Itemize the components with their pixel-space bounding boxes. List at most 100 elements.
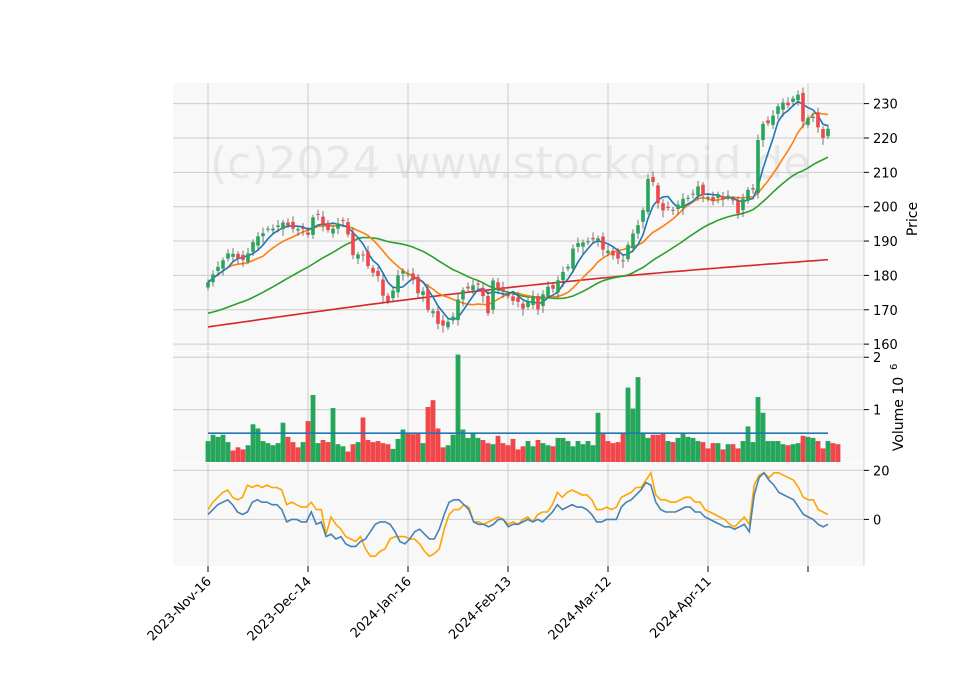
candle-body: [536, 296, 540, 310]
candle-body: [491, 280, 495, 310]
candle-body: [286, 222, 290, 226]
volume-bar: [805, 436, 811, 462]
volume-bar: [275, 443, 281, 462]
volume-bar: [455, 354, 461, 462]
x-tick-label: 2024-Apr-11: [647, 574, 714, 641]
volume-bar: [335, 444, 341, 462]
volume-bar: [470, 432, 476, 462]
volume-bar: [550, 446, 556, 462]
candle-body: [456, 299, 460, 321]
volume-bar: [225, 442, 231, 462]
candle-body: [811, 116, 815, 119]
volume-axis-exponent: 6: [889, 364, 900, 370]
candle-body: [381, 279, 385, 296]
candle-body: [206, 282, 210, 288]
candle-body: [796, 94, 800, 101]
volume-bar: [205, 441, 211, 462]
oscillator-lines: [207, 470, 829, 558]
volume-bar: [665, 441, 671, 462]
x-tick-label: 2024-Feb-13: [446, 574, 515, 643]
volume-bar: [735, 448, 741, 462]
candle-body: [331, 228, 335, 234]
volume-bar: [480, 440, 486, 462]
candle-body: [241, 254, 245, 260]
volume-bar: [330, 408, 336, 462]
candle-body: [771, 115, 775, 125]
volume-bar: [310, 394, 316, 462]
volume-bar: [495, 435, 501, 462]
candle-body: [646, 178, 650, 212]
volume-bar: [325, 442, 331, 462]
candle-body: [701, 184, 705, 196]
volume-bar: [355, 442, 361, 462]
volume-bar: [460, 429, 466, 462]
volume-bar: [790, 444, 796, 462]
volume-bar: [555, 437, 561, 462]
candle-body: [611, 250, 615, 256]
candle-body: [271, 228, 275, 231]
candle-body: [666, 207, 670, 209]
candle-body: [371, 267, 375, 273]
volume-axis-label-text: Volume 10: [891, 377, 907, 451]
volume-bar: [655, 434, 661, 462]
candle-body: [211, 274, 215, 283]
volume-bar: [635, 377, 641, 462]
candle-body: [756, 140, 760, 193]
volume-bar: [390, 448, 396, 462]
candle-body: [816, 113, 820, 128]
candle-body: [231, 253, 235, 257]
candle-body: [336, 223, 340, 229]
candle-body: [616, 252, 620, 259]
volume-bar: [265, 443, 271, 462]
candle-body: [661, 203, 665, 211]
candle-body: [236, 253, 240, 259]
candle-body: [556, 280, 560, 293]
volume-bar: [630, 408, 636, 462]
candle-body: [401, 270, 405, 274]
volume-bar: [580, 444, 586, 462]
candle-body: [531, 296, 535, 305]
candle-body: [496, 282, 500, 289]
volume-bar: [345, 451, 351, 462]
volume-bar: [450, 434, 456, 462]
volume-bar: [420, 443, 426, 462]
candle-body: [826, 128, 830, 137]
volume-bar: [760, 412, 766, 462]
candle-body: [391, 290, 395, 299]
candle-body: [506, 294, 510, 297]
volume-bar: [430, 400, 436, 462]
candle-body: [386, 295, 390, 302]
candle-body: [546, 286, 550, 297]
price-y-tick-label: 220: [873, 132, 898, 147]
volume-bar: [595, 412, 601, 462]
volume-bar: [740, 441, 746, 462]
volume-bar: [585, 441, 591, 462]
volume-bar: [670, 442, 676, 462]
volume-bar: [560, 437, 566, 462]
volume-bar: [425, 407, 431, 462]
volume-bar: [620, 432, 626, 462]
volume-bar: [500, 443, 506, 462]
candle-body: [596, 238, 600, 242]
volume-bar: [530, 446, 536, 462]
candle-body: [751, 188, 755, 190]
candle-body: [516, 297, 520, 302]
volume-bar: [825, 441, 831, 462]
volume-bar: [565, 441, 571, 462]
watermark: (c)2024 www.stockdroid.de: [210, 138, 810, 189]
candle-body: [441, 320, 445, 326]
candle-body: [351, 232, 355, 256]
candle-body: [781, 102, 785, 110]
oscillator-line: [207, 471, 829, 548]
candle-body: [471, 285, 475, 291]
candle-body: [246, 253, 250, 262]
volume-bar: [590, 445, 596, 462]
candle-body: [226, 253, 230, 259]
oscillator-y-tick-label: 20: [873, 464, 890, 479]
volume-bar: [625, 387, 631, 462]
volume-bar: [795, 443, 801, 462]
volume-bar: [445, 445, 451, 462]
candle-body: [266, 228, 270, 230]
volume-bar: [250, 424, 256, 462]
